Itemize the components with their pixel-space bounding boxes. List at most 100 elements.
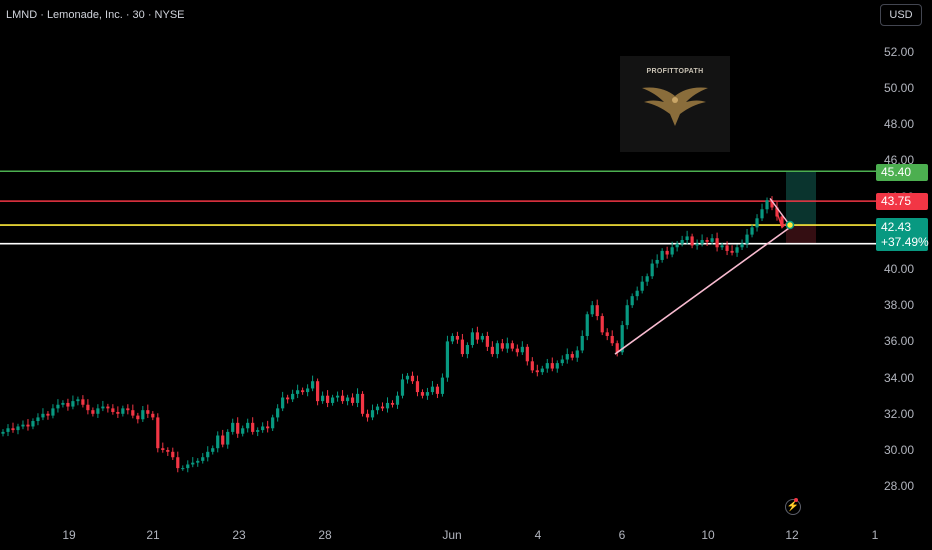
candle (256, 427, 260, 437)
candle-body (111, 408, 115, 412)
candle-body (21, 424, 25, 427)
candle-body (231, 422, 235, 432)
candle (355, 388, 360, 408)
candle-body (640, 281, 644, 291)
candle (765, 197, 769, 214)
candle (121, 405, 125, 417)
candle (261, 422, 265, 433)
currency-button[interactable]: USD (880, 4, 922, 26)
candle (96, 404, 100, 418)
candle-body (665, 250, 669, 255)
price-tick-label: 38.00 (884, 298, 915, 313)
candle (370, 404, 375, 421)
candle-body (600, 316, 604, 333)
candle (61, 400, 65, 408)
candle-body (256, 430, 260, 432)
candle (705, 237, 709, 247)
candle (475, 326, 479, 344)
candle (315, 378, 320, 406)
candle-body (535, 370, 539, 373)
candle (420, 389, 425, 399)
candle-body (365, 413, 370, 418)
candle-body (151, 413, 155, 418)
candle (410, 371, 415, 384)
candle (131, 404, 135, 419)
candle (755, 214, 759, 232)
candle-body (311, 381, 315, 389)
candle (201, 453, 205, 464)
price-tick-label: 48.00 (884, 117, 915, 132)
candle-body (91, 410, 95, 414)
candle-body (380, 406, 385, 409)
candle (555, 360, 559, 373)
candle-body (560, 359, 564, 364)
candle (655, 254, 659, 268)
time-tick-label: 10 (701, 528, 715, 542)
candle-body (66, 402, 70, 407)
candle-body (695, 243, 699, 246)
candle (41, 408, 45, 421)
candle (495, 340, 499, 359)
candle-body (51, 408, 55, 416)
candle-body (510, 343, 514, 349)
candle-body (11, 428, 15, 431)
candle (330, 394, 335, 406)
entry-marker (785, 220, 795, 230)
candle-body (745, 234, 749, 244)
candle (166, 447, 170, 456)
candle-body (620, 325, 624, 353)
candle (660, 248, 664, 263)
last-price-value: 42.43 (881, 220, 912, 234)
candle (535, 364, 539, 377)
candle-body (131, 410, 135, 416)
candle-body (171, 451, 175, 458)
candle (600, 313, 604, 336)
time-tick-label: 6 (618, 528, 626, 542)
candle-body (720, 245, 724, 248)
candle (580, 330, 584, 354)
candle (380, 402, 385, 412)
candle-body (585, 314, 589, 336)
candle (276, 404, 280, 422)
candle (525, 344, 529, 366)
candle (76, 396, 80, 406)
candle-body (435, 386, 440, 394)
candle (770, 196, 774, 211)
pattern-upper-line (769, 197, 791, 226)
candle-body (590, 305, 594, 315)
symbol-title[interactable]: LMND · Lemonade, Inc. · 30 · NYSE (6, 9, 185, 21)
candle-body (645, 276, 649, 282)
time-tick-label: 21 (146, 528, 160, 542)
candle-body (550, 363, 554, 369)
candle-body (425, 392, 430, 396)
candle-body (296, 390, 300, 394)
candle (301, 387, 305, 395)
candle-body (410, 375, 415, 382)
candle (430, 381, 435, 395)
candle (690, 233, 694, 249)
candle (51, 404, 55, 419)
candle (640, 276, 644, 294)
candle (206, 446, 210, 462)
lightning-icon[interactable]: ⚡ (785, 499, 801, 515)
candle-body (340, 395, 345, 402)
candle-body (605, 332, 609, 336)
candle (450, 333, 455, 345)
candle (465, 342, 470, 359)
candle-body (301, 390, 305, 393)
price-tick-label: 52.00 (884, 44, 915, 59)
candle (345, 394, 350, 406)
candle-body (360, 393, 365, 414)
candle-body (355, 393, 360, 403)
candle (81, 395, 85, 408)
candle (385, 397, 390, 413)
candle (311, 375, 315, 392)
candle-body (755, 218, 759, 228)
candle (595, 299, 599, 321)
candle-body (415, 381, 420, 393)
target-price-tag: 45.40 (876, 164, 928, 181)
candle (710, 234, 714, 245)
time-tick-label: Jun (442, 528, 462, 542)
candle-body (56, 404, 60, 409)
